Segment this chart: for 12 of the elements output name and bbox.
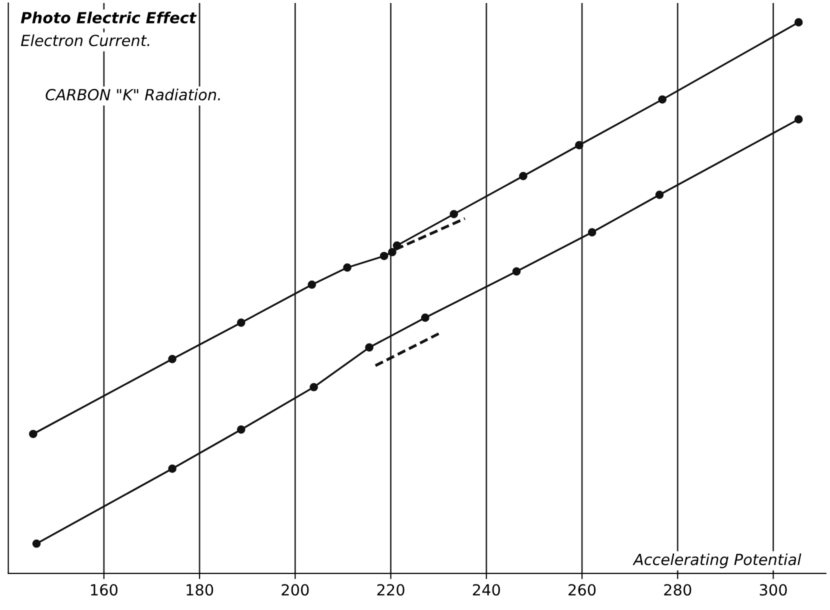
- x-tick-label: 160: [91, 584, 118, 596]
- x-tick-label: 200: [282, 584, 309, 596]
- x-tick-label: 260: [568, 584, 596, 596]
- text: Electron Current.: [20, 34, 150, 46]
- x-tick-label: 180: [186, 584, 214, 596]
- annotation: CARBON "K" Radiation.: [46, 88, 220, 100]
- x-tick-label: 220: [377, 584, 404, 596]
- chart-title: Photo Electric Effect: [20, 12, 197, 24]
- x-tick-label: 240: [472, 584, 500, 596]
- x-axis-title: Accelerating Potential: [632, 553, 802, 568]
- x-tick-label: 300: [760, 584, 787, 596]
- x-tick-label: 280: [664, 584, 692, 596]
